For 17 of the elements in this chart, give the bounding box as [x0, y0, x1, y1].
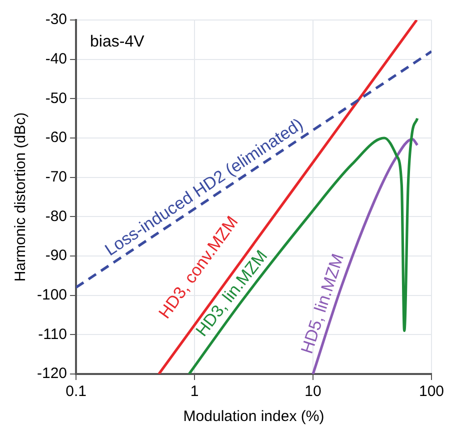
y-axis-title: Harmonic distortion (dBc) [12, 112, 30, 282]
y-tick-label: -50 [45, 90, 68, 107]
annotation: bias-4V [90, 33, 145, 50]
y-tick-label: -110 [38, 326, 68, 343]
x-tick-label: 1 [190, 383, 199, 400]
x-tick-label: 0.1 [66, 383, 86, 400]
y-tick-label: -80 [45, 208, 68, 225]
y-tick-label: -60 [45, 129, 68, 146]
x-tick-label: 10 [304, 383, 322, 400]
x-tick-label: 100 [418, 383, 444, 400]
y-tick-label: -70 [45, 168, 68, 186]
y-tick-label: -40 [45, 50, 68, 68]
y-tick-label: -100 [36, 286, 68, 304]
y-tick-label: -90 [45, 247, 68, 264]
y-tick-label: -30 [45, 11, 68, 28]
y-tick-label: -120 [36, 365, 68, 382]
x-axis-title: Modulation index (%) [183, 408, 324, 426]
